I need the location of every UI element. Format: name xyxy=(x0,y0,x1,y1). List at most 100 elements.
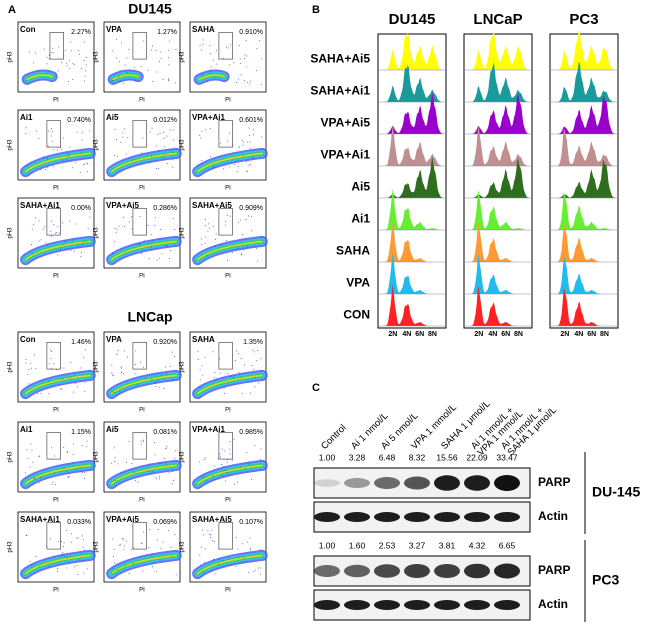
cell-dot xyxy=(48,54,50,56)
x-axis-label: PI xyxy=(53,498,59,504)
cell-dot xyxy=(77,573,79,575)
x-label: 2N xyxy=(474,331,483,338)
y-axis-label: pH3 xyxy=(8,51,14,63)
cell-dot xyxy=(45,242,47,244)
cell-dot xyxy=(219,372,221,374)
cell-dot xyxy=(124,565,126,567)
cell-dot xyxy=(220,456,222,458)
cell-dot xyxy=(47,145,49,147)
histogram xyxy=(466,126,530,166)
cell-dot xyxy=(255,69,257,71)
gate xyxy=(132,120,147,148)
cell-dot xyxy=(229,448,231,450)
cell-dot xyxy=(46,243,48,245)
cell-dot xyxy=(256,349,258,351)
cell-dot xyxy=(173,355,175,357)
y-axis-label: pH3 xyxy=(180,51,186,63)
cell-dot xyxy=(143,40,145,42)
histogram xyxy=(466,62,530,102)
cell-dot xyxy=(221,474,223,476)
cell-dot xyxy=(197,358,199,360)
cell-dot xyxy=(70,41,72,43)
cell-dot xyxy=(204,356,206,358)
cell-cloud xyxy=(110,464,177,485)
x-axis-label: PI xyxy=(53,274,59,280)
cell-dot xyxy=(53,472,55,474)
cell-dot xyxy=(84,472,86,474)
cell-dot xyxy=(245,40,247,42)
cell-dot xyxy=(132,159,134,161)
cell-dot xyxy=(215,379,217,381)
cell-dot xyxy=(246,66,248,68)
cell-dot xyxy=(81,132,83,134)
cell-dot xyxy=(123,549,125,551)
cell-dot xyxy=(121,371,123,373)
cell-dot xyxy=(51,131,53,133)
cell-dot xyxy=(40,392,42,394)
cell-dot xyxy=(210,71,212,73)
cell-dot xyxy=(204,225,206,227)
histogram xyxy=(380,124,444,166)
cell-dot xyxy=(86,568,88,570)
cell-dot xyxy=(257,260,259,262)
cell-dot xyxy=(238,45,240,47)
plot-percent: 0.985% xyxy=(239,429,263,436)
x-axis-label: PI xyxy=(139,588,145,594)
plot-percent: 0.910% xyxy=(239,29,263,36)
cell-dot xyxy=(230,375,232,377)
cell-dot xyxy=(174,534,176,536)
cell-dot xyxy=(84,75,86,77)
cell-dot xyxy=(63,542,65,544)
band xyxy=(494,563,520,579)
cell-cloud xyxy=(110,240,177,261)
cell-dot xyxy=(119,70,121,72)
cell-dot xyxy=(159,132,161,134)
cell-dot xyxy=(25,359,27,361)
cell-dot xyxy=(233,483,235,485)
cell-dot xyxy=(148,258,150,260)
cell-dot xyxy=(201,546,203,548)
cell-dot xyxy=(214,371,216,373)
cell-dot xyxy=(242,561,244,563)
cell-dot xyxy=(157,134,159,136)
cell-dot xyxy=(202,374,204,376)
cell-dot xyxy=(223,168,225,170)
cell-dot xyxy=(162,541,164,543)
cell-dot xyxy=(71,239,73,241)
cell-dot xyxy=(87,228,89,230)
cell-dot xyxy=(49,538,51,540)
row-label: SAHA xyxy=(336,243,370,257)
cell-dot xyxy=(38,240,40,242)
cell-dot xyxy=(69,376,71,378)
cell-dot xyxy=(258,382,260,384)
cell-dot xyxy=(235,565,237,567)
band-label: PARP xyxy=(538,563,570,577)
cell-dot xyxy=(80,367,82,369)
cell-dot xyxy=(122,538,124,540)
cell-dot xyxy=(175,82,177,84)
gate xyxy=(218,32,233,60)
x-axis-label: PI xyxy=(225,588,231,594)
cell-dot xyxy=(159,478,161,480)
cell-dot xyxy=(74,374,76,376)
cell-dot xyxy=(197,165,199,167)
cell-dot xyxy=(156,539,158,541)
cell-dot xyxy=(259,458,261,460)
cell-dot xyxy=(166,447,168,449)
cell-dot xyxy=(211,529,213,531)
band xyxy=(434,475,460,491)
cell-dot xyxy=(57,226,59,228)
cell-dot xyxy=(113,447,115,449)
cell-dot xyxy=(112,538,114,540)
cell-dot xyxy=(42,379,44,381)
fold-value: 3.81 xyxy=(439,540,456,550)
cell-dot xyxy=(66,62,68,64)
cell-dot xyxy=(131,470,133,472)
cell-dot xyxy=(73,63,75,65)
cell-dot xyxy=(200,238,202,240)
cell-dot xyxy=(224,469,226,471)
cell-dot xyxy=(122,132,124,134)
plot-name: VPA xyxy=(106,25,122,34)
plot-percent: 1.35% xyxy=(243,339,263,346)
